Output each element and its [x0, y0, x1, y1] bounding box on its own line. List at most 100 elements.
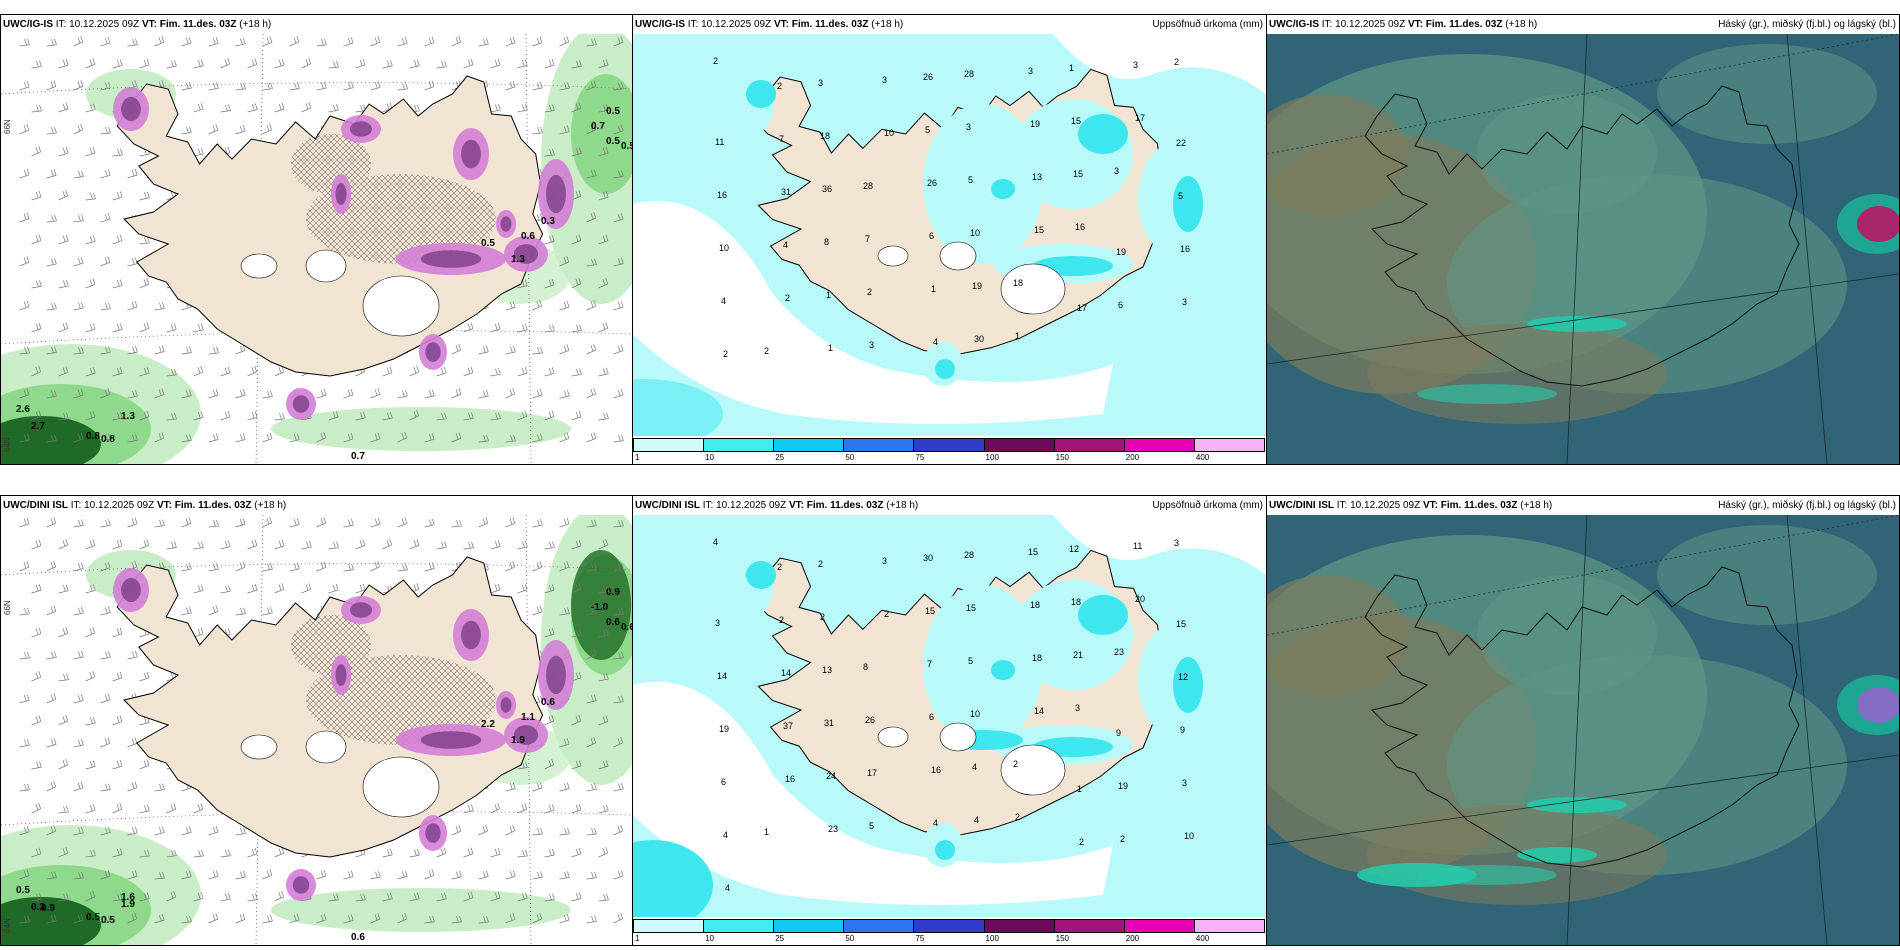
precip-value-label: 15 [966, 603, 976, 613]
precip-value-label: 19 [972, 281, 982, 291]
precip-value-label: 18 [820, 131, 830, 141]
colorbar-swatch [843, 919, 915, 933]
panel-cloud-row1: UWC/IG-IS IT: 10.12.2025 09Z VT: Fim. 11… [1266, 14, 1900, 465]
colorbar-tick-label: 1 [635, 934, 640, 943]
dry-areas [633, 515, 1266, 905]
precip-value-label: 36 [822, 184, 832, 194]
colorbar-swatch [633, 919, 705, 933]
panel-precip-row1: UWC/IG-IS IT: 10.12.2025 09Z VT: Fim. 11… [632, 14, 1267, 465]
precip-value-label: 10 [884, 128, 894, 138]
precip-value-label: 15 [1071, 116, 1081, 126]
precip-shading [633, 79, 1208, 436]
precip-value-label: 22 [1176, 138, 1186, 148]
precip-value-label: 2 [779, 615, 784, 625]
colorbar-swatch [1053, 919, 1125, 933]
model-name: UWC/DINI ISL [3, 500, 68, 511]
wind-value-label: 0.8 [86, 431, 100, 442]
precip-value-label: 7 [927, 659, 932, 669]
precip-value-label: 2 [1013, 759, 1018, 769]
precip-value-label: 23 [1114, 647, 1124, 657]
wind-map[interactable]: -1.00.60.60.91.60.50.50.50.30.60.62.21.1… [1, 515, 632, 945]
panel-header: UWC/IG-IS IT: 10.12.2025 09Z VT: Fim. 11… [633, 15, 1266, 34]
colorbar-tick-label: 150 [1055, 453, 1070, 462]
precip-value-label: 4 [933, 337, 938, 347]
precip-value-label: 5 [968, 175, 973, 185]
precip-value-label: 17 [867, 768, 877, 778]
precip-colorbar: 1 10 25 50 75 100 150 200 400 [633, 917, 1266, 945]
precip-value-label: 24 [826, 771, 836, 781]
precip-value-label: 1 [764, 827, 769, 837]
precip-value-label: 37 [783, 721, 793, 731]
precip-value-label: 18 [1032, 653, 1042, 663]
glaciers [877, 241, 1066, 315]
colorbar-tick-label: 75 [915, 453, 925, 462]
precip-value-label: 30 [923, 553, 933, 563]
wind-value-label: 0.3 [541, 216, 555, 227]
precip-value-label: 4 [933, 818, 938, 828]
colorbar-swatch [1193, 438, 1265, 452]
hatched-area [306, 655, 496, 745]
cloud-map[interactable] [1267, 34, 1899, 464]
precip-value-label: 9 [1180, 725, 1185, 735]
precip-value-label: 5 [869, 821, 874, 831]
precip-value-label: 4 [974, 815, 979, 825]
model-name: UWC/IG-IS [635, 19, 685, 30]
wind-value-label: 0.3 [31, 902, 45, 913]
panel-header: UWC/DINI ISL IT: 10.12.2025 09Z VT: Fim.… [633, 496, 1266, 515]
precip-value-label: 18 [1071, 597, 1081, 607]
precip-value-label: 4 [783, 240, 788, 250]
precip-value-label: 20 [1135, 594, 1145, 604]
wind-value-label: 0.5 [101, 915, 115, 926]
wind-value-label: 0.6 [521, 231, 535, 242]
precip-value-label: 13 [1032, 172, 1042, 182]
wind-value-label: 2.6 [16, 404, 30, 415]
wind-value-label: 0.5 [86, 912, 100, 923]
colorbar-swatch [913, 438, 985, 452]
precip-value-label: 12 [1069, 544, 1079, 554]
colorbar-swatch [773, 919, 845, 933]
wind-value-labels: 0.70.50.50.51.30.80.82.62.70.70.30.50.61… [16, 106, 632, 462]
precip-value-label: 2 [820, 612, 825, 622]
graticule [1267, 515, 1899, 945]
axis-labels: 20W15W66N64N [3, 119, 12, 452]
precip-value-label: 11 [1133, 541, 1142, 551]
iceland-outline [1364, 85, 1800, 387]
precip-value-label: 10 [719, 243, 729, 253]
precip-value-label: 16 [717, 190, 727, 200]
precip-value-label: 2 [867, 287, 872, 297]
colorbar-swatch [983, 438, 1055, 452]
precip-value-label: 10 [970, 228, 980, 238]
panel-header: UWC/IG-IS IT: 10.12.2025 09Z VT: Fim. 11… [1, 15, 632, 34]
precip-value-label: 1 [1069, 63, 1074, 73]
panel-header: UWC/DINI ISL IT: 10.12.2025 09Z VT: Fim.… [1, 496, 632, 515]
wind-value-label: 2.7 [31, 421, 45, 432]
precip-value-label: 3 [715, 618, 720, 628]
model-name: UWC/IG-IS [1269, 19, 1319, 30]
wind-value-label: 0.9 [41, 903, 55, 914]
precip-value-label: 2 [1174, 57, 1179, 67]
precip-value-label: 3 [1182, 297, 1187, 307]
panel-precip-row2: UWC/DINI ISL IT: 10.12.2025 09Z VT: Fim.… [632, 495, 1267, 946]
glaciers [877, 722, 1066, 796]
precip-value-label: 30 [974, 334, 984, 344]
colorbar-tick-label: 200 [1125, 934, 1140, 943]
wind-value-label: 0.5 [606, 106, 620, 117]
model-name: UWC/IG-IS [3, 19, 53, 30]
precip-value-label: 15 [925, 606, 935, 616]
precip-value-label: 16 [1180, 244, 1190, 254]
cloud-map[interactable] [1267, 515, 1899, 945]
glaciers [240, 249, 440, 337]
precip-value-label: 3 [1182, 778, 1187, 788]
wind-map[interactable]: 0.70.50.50.51.30.80.82.62.70.70.30.50.61… [1, 34, 632, 464]
model-name: UWC/DINI ISL [1269, 500, 1334, 511]
precip-shading [633, 560, 1208, 917]
colorbar-tick-label: 1 [635, 453, 640, 462]
precip-value-label: 4 [721, 296, 726, 306]
precip-value-label: 1 [826, 290, 831, 300]
graticule [1267, 34, 1899, 464]
precip-value-label: 18 [1030, 600, 1040, 610]
colorbar-swatch [773, 438, 845, 452]
wind-value-labels: -1.00.60.60.91.60.50.50.50.30.60.62.21.1… [16, 587, 632, 943]
